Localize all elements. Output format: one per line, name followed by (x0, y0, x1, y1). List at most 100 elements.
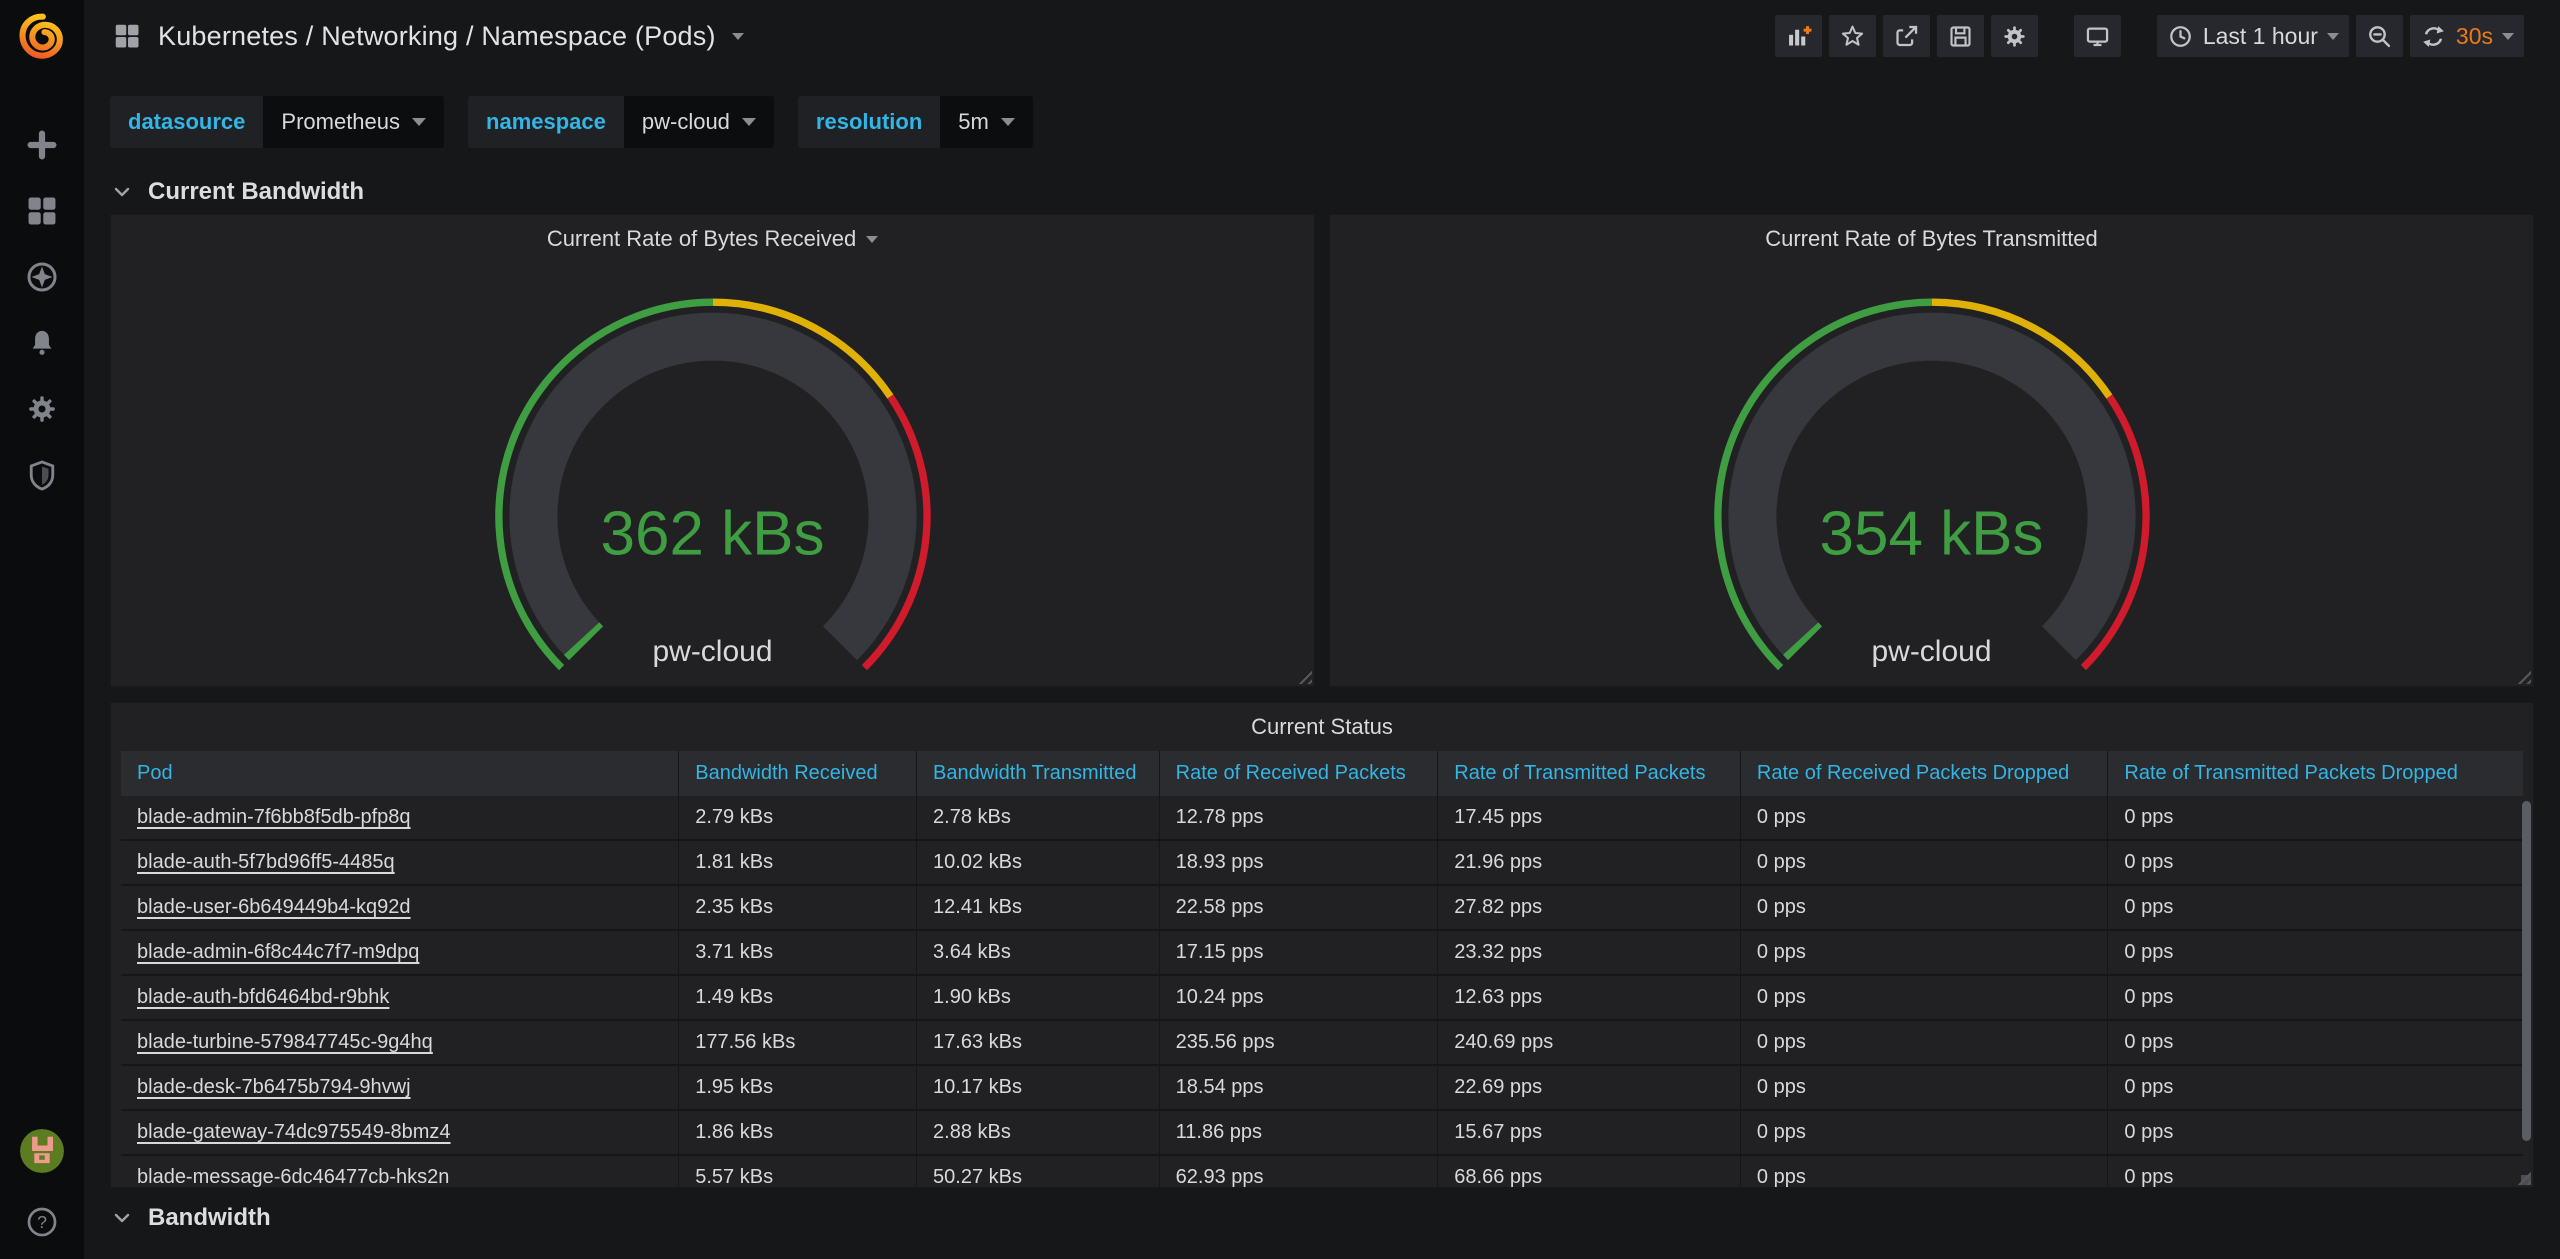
dashboard-title-button[interactable]: Kubernetes / Networking / Namespace (Pod… (112, 21, 744, 52)
sidebar-item-dashboards[interactable] (23, 192, 61, 230)
column-header[interactable]: Rate of Transmitted Packets (1437, 751, 1740, 796)
panel-header[interactable]: Current Rate of Bytes Received (111, 215, 1314, 263)
refresh-button[interactable]: 30s (2409, 15, 2524, 57)
value-cell: 0 pps (1739, 1021, 2108, 1064)
value-cell: 0 pps (1739, 1111, 2108, 1154)
pod-link[interactable]: blade-turbine-579847745c-9g4hq (137, 1031, 433, 1053)
column-header[interactable]: Bandwidth Transmitted (916, 751, 1159, 796)
pod-cell: blade-admin-6f8c44c7f7-m9dpq (121, 931, 678, 974)
column-header[interactable]: Pod (137, 762, 173, 784)
column-header[interactable]: Bandwidth Received (678, 751, 916, 796)
gauge-arc (1713, 298, 2150, 670)
user-avatar[interactable] (20, 1129, 64, 1173)
value-cell: 27.82 pps (1437, 886, 1740, 929)
panel-header[interactable]: Current Status (111, 703, 2533, 751)
row-title: Bandwidth (148, 1204, 271, 1231)
compass-icon (27, 262, 57, 292)
value-cell: 0 pps (2107, 1111, 2523, 1154)
pod-link[interactable]: blade-admin-6f8c44c7f7-m9dpq (137, 941, 420, 963)
settings-gear-icon (2004, 25, 2025, 47)
star-button[interactable] (1828, 15, 1876, 57)
pod-link[interactable]: blade-message-6dc46477cb-hks2n (137, 1166, 450, 1187)
gauge-arc (494, 298, 931, 670)
pod-link[interactable]: blade-admin-7f6bb8f5db-pfp8q (137, 806, 411, 828)
pod-cell: blade-gateway-74dc975549-8bmz4 (121, 1111, 678, 1154)
variable-resolution[interactable]: resolution 5m (797, 96, 1033, 148)
create-button[interactable] (23, 126, 61, 164)
panel-header[interactable]: Current Rate of Bytes Transmitted (1330, 215, 2533, 263)
row-toggle-current-bandwidth[interactable]: Current Bandwidth (110, 170, 2534, 214)
variable-value-dropdown[interactable]: Prometheus (263, 96, 445, 148)
pod-link[interactable]: blade-auth-5f7bd96ff5-4485q (137, 851, 395, 873)
grafana-logo[interactable] (13, 8, 71, 66)
variable-value: pw-cloud (641, 109, 730, 134)
sidebar-item-explore[interactable] (23, 258, 61, 296)
value-cell: 0 pps (2107, 841, 2523, 884)
variable-namespace[interactable]: namespace pw-cloud (468, 96, 774, 148)
value-cell: 0 pps (2107, 1021, 2523, 1064)
gear-icon (29, 396, 55, 422)
value-cell: 5.57 kBs (678, 1156, 916, 1187)
variable-value-dropdown[interactable]: pw-cloud (623, 96, 774, 148)
sidebar-item-alerting[interactable] (23, 324, 61, 362)
clock-icon (2169, 25, 2191, 47)
pod-link[interactable]: blade-user-6b649449b4-kq92d (137, 896, 411, 918)
value-cell: 0 pps (1739, 931, 2108, 974)
pod-link[interactable]: blade-auth-bfd6464bd-r9bhk (137, 986, 390, 1008)
value-cell: 17.63 kBs (916, 1021, 1159, 1064)
row-title: Current Bandwidth (148, 178, 364, 205)
pod-cell: blade-admin-7f6bb8f5db-pfp8q (121, 796, 678, 839)
help-button[interactable]: ? (23, 1203, 61, 1241)
value-cell: 2.78 kBs (916, 796, 1159, 839)
value-cell: 62.93 pps (1158, 1156, 1438, 1187)
add-panel-button[interactable] (1774, 15, 1822, 57)
plus-icon (27, 130, 57, 160)
svg-text:?: ? (37, 1212, 47, 1232)
column-header[interactable]: Rate of Received Packets (1158, 751, 1438, 796)
share-button[interactable] (1882, 15, 1930, 57)
row-toggle-bandwidth[interactable]: Bandwidth (110, 1196, 2534, 1240)
value-cell: 17.15 pps (1158, 931, 1438, 974)
value-cell: 12.41 kBs (916, 886, 1159, 929)
value-cell: 0 pps (2107, 1156, 2523, 1187)
pod-cell: blade-turbine-579847745c-9g4hq (121, 1021, 678, 1064)
value-cell: 18.93 pps (1158, 841, 1438, 884)
value-cell: 0 pps (1739, 1156, 2108, 1187)
value-cell: 1.86 kBs (678, 1111, 916, 1154)
table-row: blade-admin-6f8c44c7f7-m9dpq 3.71 kBs 3.64… (121, 931, 2523, 976)
dashboard-navbar: Kubernetes / Networking / Namespace (Pod… (84, 0, 2560, 72)
template-variables-bar: datasource Prometheus namespace pw-cloud… (84, 72, 2560, 162)
value-cell: 11.86 pps (1158, 1111, 1438, 1154)
variable-label: resolution (797, 96, 941, 148)
pod-link[interactable]: blade-gateway-74dc975549-8bmz4 (137, 1121, 451, 1143)
sidebar-item-server-admin[interactable] (23, 456, 61, 494)
gauge-value: 354 kBs (1819, 499, 2044, 569)
time-range-picker[interactable]: Last 1 hour (2156, 15, 2349, 57)
value-cell: 0 pps (1739, 1066, 2108, 1109)
add-panel-icon (1788, 25, 1812, 45)
variable-datasource[interactable]: datasource Prometheus (110, 96, 445, 148)
column-header[interactable]: Rate of Transmitted Packets Dropped (2107, 751, 2523, 796)
variable-value-dropdown[interactable]: 5m (940, 96, 1033, 148)
value-cell: 17.45 pps (1437, 796, 1740, 839)
column-header[interactable]: Rate of Received Packets Dropped (1739, 751, 2108, 796)
value-cell: 240.69 pps (1437, 1021, 1740, 1064)
sidebar-item-configuration[interactable] (23, 390, 61, 428)
table-body: blade-admin-7f6bb8f5db-pfp8q 2.79 kBs 2.78… (121, 796, 2523, 1187)
value-cell: 22.69 pps (1437, 1066, 1740, 1109)
pod-link[interactable]: blade-desk-7b6475b794-9hvwj (137, 1076, 411, 1098)
panel-bytes-received: Current Rate of Bytes Received 362 kBs p (110, 214, 1315, 687)
value-cell: 3.71 kBs (678, 931, 916, 974)
zoom-out-button[interactable] (2355, 15, 2403, 57)
zoom-out-icon (2368, 25, 2391, 47)
variable-label: datasource (110, 96, 264, 148)
value-cell: 2.79 kBs (678, 796, 916, 839)
table-vertical-scrollbar[interactable] (2522, 801, 2531, 1141)
value-cell: 3.64 kBs (916, 931, 1159, 974)
dashboard-settings-button[interactable] (1990, 15, 2038, 57)
cycle-view-button[interactable] (2073, 15, 2121, 57)
gauge-panels-row: Current Rate of Bytes Received 362 kBs p (110, 214, 2534, 687)
value-cell: 1.90 kBs (916, 976, 1159, 1019)
save-button[interactable] (1936, 15, 1984, 57)
variable-label: namespace (468, 96, 624, 148)
